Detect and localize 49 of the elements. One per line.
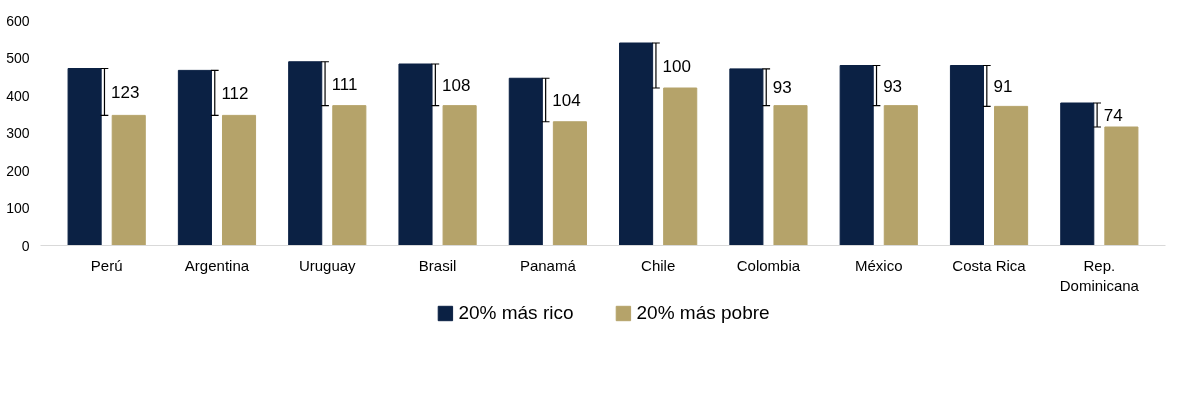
bar: [1060, 102, 1095, 246]
x-tick-label: Perú: [90, 256, 123, 274]
annotation: 104: [552, 91, 581, 110]
y-tick-label: 300: [6, 125, 30, 141]
bar: [177, 69, 212, 246]
x-tick-label: Brasil: [418, 256, 457, 274]
x-tick-label: Rep. Dominicana: [1059, 256, 1140, 294]
annotation: 112: [221, 83, 249, 103]
bar: [552, 121, 587, 246]
y-tick-label: 0: [21, 237, 30, 254]
x-tick-label: México: [854, 256, 903, 274]
bar: [729, 68, 764, 246]
bar: [288, 61, 323, 246]
bar: [442, 105, 477, 246]
annotation: 108: [441, 75, 471, 95]
annotation: 100: [662, 56, 691, 76]
bar: [619, 42, 654, 246]
x-tick-label: Uruguay: [298, 256, 357, 274]
annotation: 123: [111, 82, 140, 102]
annotation: 93: [772, 78, 792, 98]
x-tick-label: Argentina: [184, 256, 250, 274]
x-tick-label: Panamá: [519, 256, 577, 274]
bar: [663, 87, 698, 246]
y-tick-label: 400: [6, 87, 30, 104]
bar: [994, 105, 1029, 246]
bar: [839, 65, 874, 246]
bar: [773, 105, 808, 246]
bar: [67, 68, 102, 246]
bar: [949, 65, 985, 246]
bar: [883, 105, 918, 246]
annotation: 111: [331, 74, 358, 94]
x-tick-label: Chile: [641, 256, 676, 274]
bar: [332, 105, 367, 246]
y-tick-label: 100: [6, 200, 30, 216]
x-tick-label: Colombia: [736, 256, 801, 274]
bar: [111, 114, 146, 246]
bar: [1104, 126, 1139, 246]
y-tick-label: 600: [6, 12, 30, 29]
bar: [508, 77, 543, 246]
annotation: 91: [993, 76, 1013, 96]
x-tick-label: Costa Rica: [952, 256, 1027, 274]
annotation: 74: [1103, 106, 1123, 125]
y-tick-label: 500: [6, 50, 30, 66]
bar: [398, 63, 433, 246]
bar: [221, 114, 257, 246]
legend-label: 20% más rico: [458, 302, 574, 324]
annotation: 93: [883, 76, 903, 96]
legend-label: 20% más pobre: [636, 302, 770, 324]
y-tick-label: 200: [6, 162, 30, 179]
